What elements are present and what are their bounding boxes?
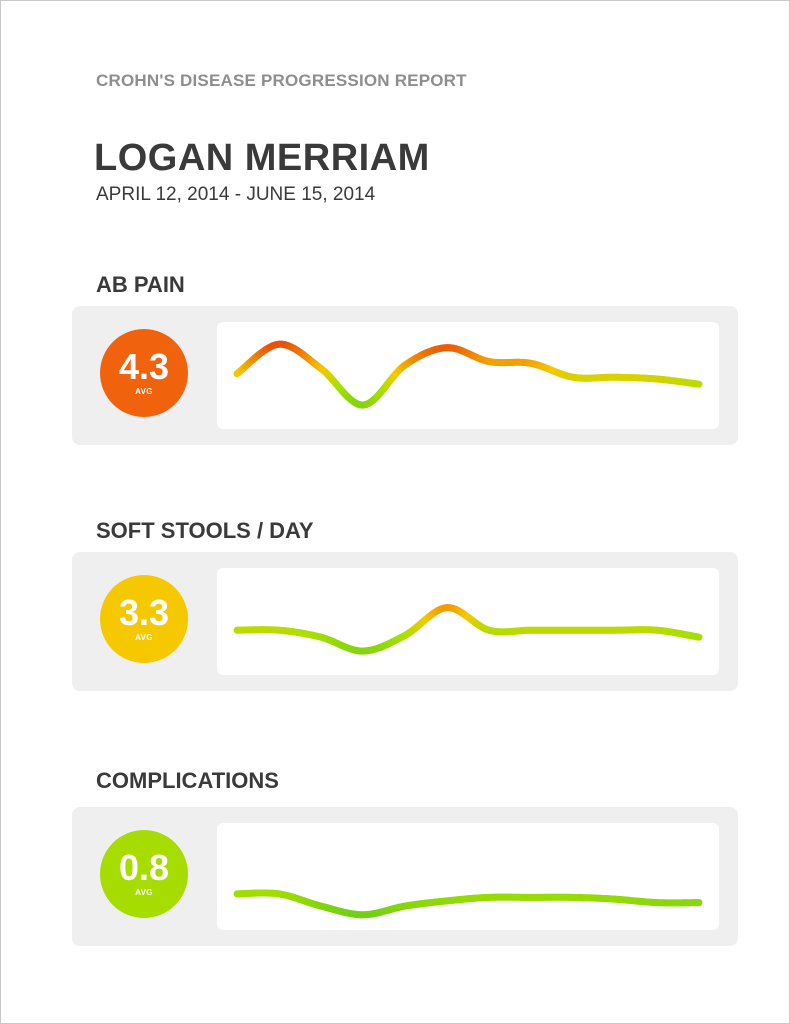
trend-chart-ab-pain — [217, 322, 719, 429]
metric-card-ab-pain: 4.3 AVG — [72, 306, 738, 445]
avg-badge: 3.3 AVG — [100, 575, 188, 663]
report-type-label: CROHN'S DISEASE PROGRESSION REPORT — [96, 71, 467, 91]
trend-chart-svg — [217, 568, 719, 675]
report-date-range: APRIL 12, 2014 - JUNE 15, 2014 — [96, 184, 375, 206]
avg-label: AVG — [100, 888, 188, 897]
metric-card-soft-stools: 3.3 AVG — [72, 552, 738, 691]
trend-chart-svg — [217, 823, 719, 930]
section-title-soft-stools: SOFT STOOLS / DAY — [96, 518, 314, 544]
avg-value: 0.8 — [100, 850, 188, 886]
trend-chart-soft-stools — [217, 568, 719, 675]
avg-badge: 4.3 AVG — [100, 329, 188, 417]
metric-card-complications: 0.8 AVG — [72, 807, 738, 946]
patient-name: LOGAN MERRIAM — [94, 137, 430, 180]
avg-value: 4.3 — [100, 349, 188, 385]
avg-value: 3.3 — [100, 595, 188, 631]
avg-label: AVG — [100, 633, 188, 642]
section-title-complications: COMPLICATIONS — [96, 768, 279, 794]
trend-chart-complications — [217, 823, 719, 930]
avg-badge: 0.8 AVG — [100, 830, 188, 918]
section-title-ab-pain: AB PAIN — [96, 272, 185, 298]
trend-chart-svg — [217, 322, 719, 429]
avg-label: AVG — [100, 387, 188, 396]
